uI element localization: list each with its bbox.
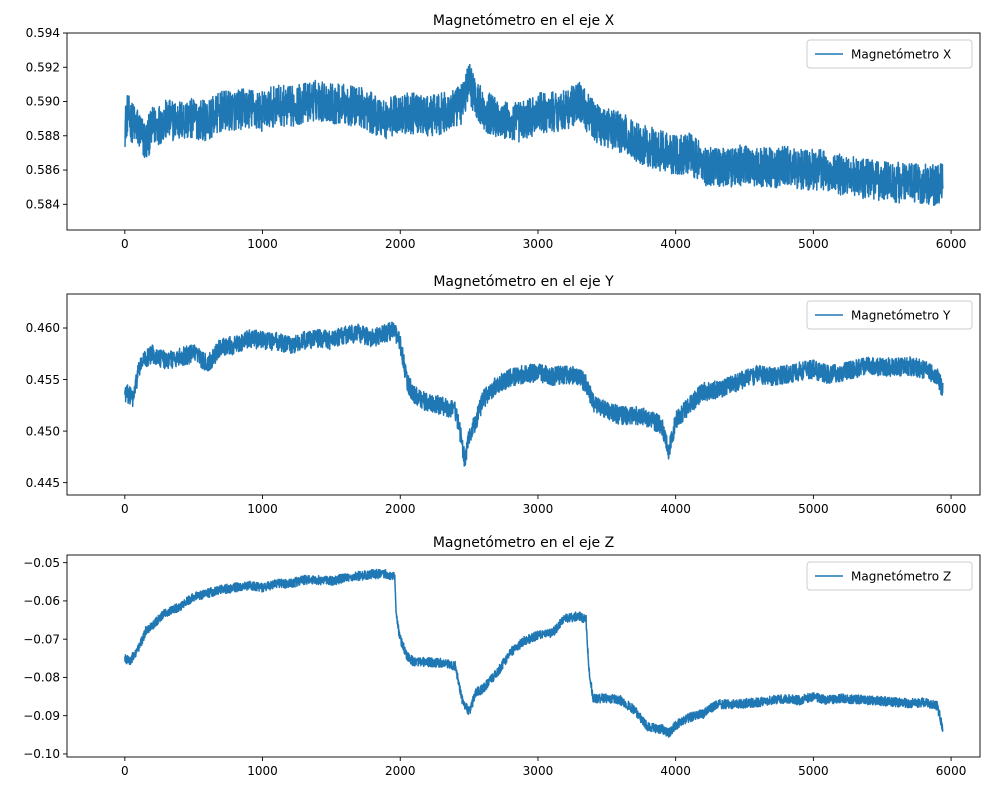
x-tick-label: 0: [121, 237, 129, 251]
legend-box: [806, 561, 973, 591]
chart-title: Magnetómetro en el eje Y: [433, 274, 614, 290]
x-tick-label: 4000: [660, 502, 691, 516]
y-tick-label: 0.590: [26, 95, 60, 109]
plot-frame: [66, 32, 981, 231]
x-tick-label: 0: [121, 764, 129, 778]
x-tick-label: 3000: [523, 502, 554, 516]
legend: Magnetómetro Y: [806, 300, 973, 330]
legend-box: [806, 39, 973, 69]
x-tick-label: 0: [121, 502, 129, 516]
x-tick-label: 4000: [660, 764, 691, 778]
legend-label: Magnetómetro Z: [851, 570, 951, 584]
chart-panel-2: 0 1000 2000 3000 4000 5000 6000 0.445 0.450 0.455…: [26, 274, 981, 516]
x-tick-label: 1000: [247, 502, 278, 516]
x-tick-label: 1000: [247, 237, 278, 251]
x-tick-label: 5000: [798, 764, 829, 778]
x-tick-label: 2000: [385, 502, 416, 516]
y-tick-label: 0.594: [26, 26, 60, 40]
x-tick-label: 4000: [660, 237, 691, 251]
x-tick-label: 2000: [385, 237, 416, 251]
chart-panel-1: 0 1000 2000 3000 4000 5000 6000 0.584 0.586 0.588…: [26, 13, 981, 251]
legend-box: [806, 300, 973, 330]
y-tick-label: 0.584: [26, 198, 60, 212]
y-tick-label: −0.06: [23, 594, 60, 608]
y-tick-label: 0.455: [26, 373, 60, 387]
series-line-1: [124, 321, 944, 467]
y-tick-label: −0.09: [23, 709, 60, 723]
y-tick-label: −0.08: [23, 671, 60, 685]
x-tick-label: 3000: [523, 237, 554, 251]
x-tick-label: 5000: [798, 502, 829, 516]
y-tick-label: 0.445: [26, 476, 60, 490]
legend: Magnetómetro Z: [806, 561, 973, 591]
chart-title: Magnetómetro en el eje Z: [433, 535, 614, 551]
y-tick-label: 0.460: [26, 321, 60, 335]
x-tick-label: 6000: [936, 502, 967, 516]
x-tick-label: 6000: [936, 237, 967, 251]
series-line-1: [124, 568, 944, 738]
y-tick-label: 0.592: [26, 60, 60, 74]
y-tick-label: −0.10: [23, 747, 60, 761]
plot-frame: [66, 554, 981, 758]
chart-title: Magnetómetro en el eje X: [433, 13, 615, 29]
x-tick-label: 5000: [798, 237, 829, 251]
y-tick-label: −0.05: [23, 556, 60, 570]
series-line-1: [124, 63, 944, 207]
plot-frame: [66, 293, 981, 496]
y-tick-label: 0.586: [26, 163, 60, 177]
chart-panel-3: 0 1000 2000 3000 4000 5000 6000 −0.10 −0.09 −0.08…: [23, 535, 981, 778]
y-tick-label: 0.588: [26, 129, 60, 143]
y-tick-label: 0.450: [26, 424, 60, 438]
x-tick-label: 1000: [247, 764, 278, 778]
legend-label: Magnetómetro Y: [851, 309, 951, 323]
legend: Magnetómetro X: [806, 39, 973, 69]
x-tick-label: 3000: [523, 764, 554, 778]
x-tick-label: 2000: [385, 764, 416, 778]
x-tick-label: 6000: [936, 764, 967, 778]
y-tick-label: −0.07: [23, 632, 60, 646]
legend-label: Magnetómetro X: [851, 48, 951, 62]
